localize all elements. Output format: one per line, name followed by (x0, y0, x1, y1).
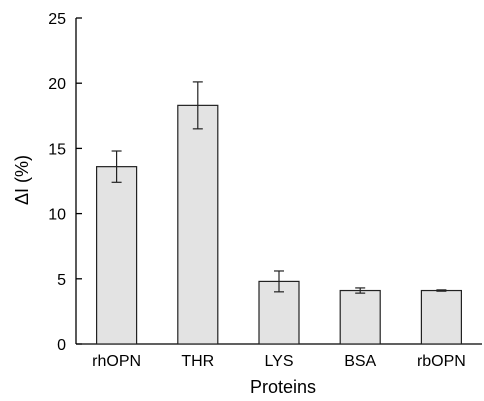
y-tick-label: 15 (48, 141, 66, 158)
y-axis: 0 5 10 15 20 25 (48, 11, 82, 354)
bar-rhOPN (95, 166, 138, 345)
x-axis: rhOPN THR LYS BSA rbOPN (76, 339, 482, 370)
y-tick-label: 10 (48, 207, 66, 224)
y-tick-label: 20 (48, 76, 66, 93)
x-axis-title: Proteins (250, 377, 316, 397)
x-tick-label: BSA (344, 353, 376, 370)
y-tick-label: 25 (48, 11, 66, 28)
bars (95, 104, 462, 345)
x-tick-label: THR (181, 353, 214, 370)
bar-BSA (339, 289, 381, 345)
error-bars (111, 81, 447, 294)
y-tick-label: 5 (57, 272, 66, 289)
y-axis-title: ΔI (%) (12, 155, 32, 205)
x-tick-label: LYS (264, 353, 293, 370)
bar-LYS (258, 280, 300, 345)
x-tick-label: rbOPN (417, 353, 466, 370)
bar-THR (177, 104, 219, 345)
y-tick-label: 0 (57, 337, 66, 354)
x-tick-label: rhOPN (92, 353, 141, 370)
bar-rbOPN (420, 289, 462, 345)
